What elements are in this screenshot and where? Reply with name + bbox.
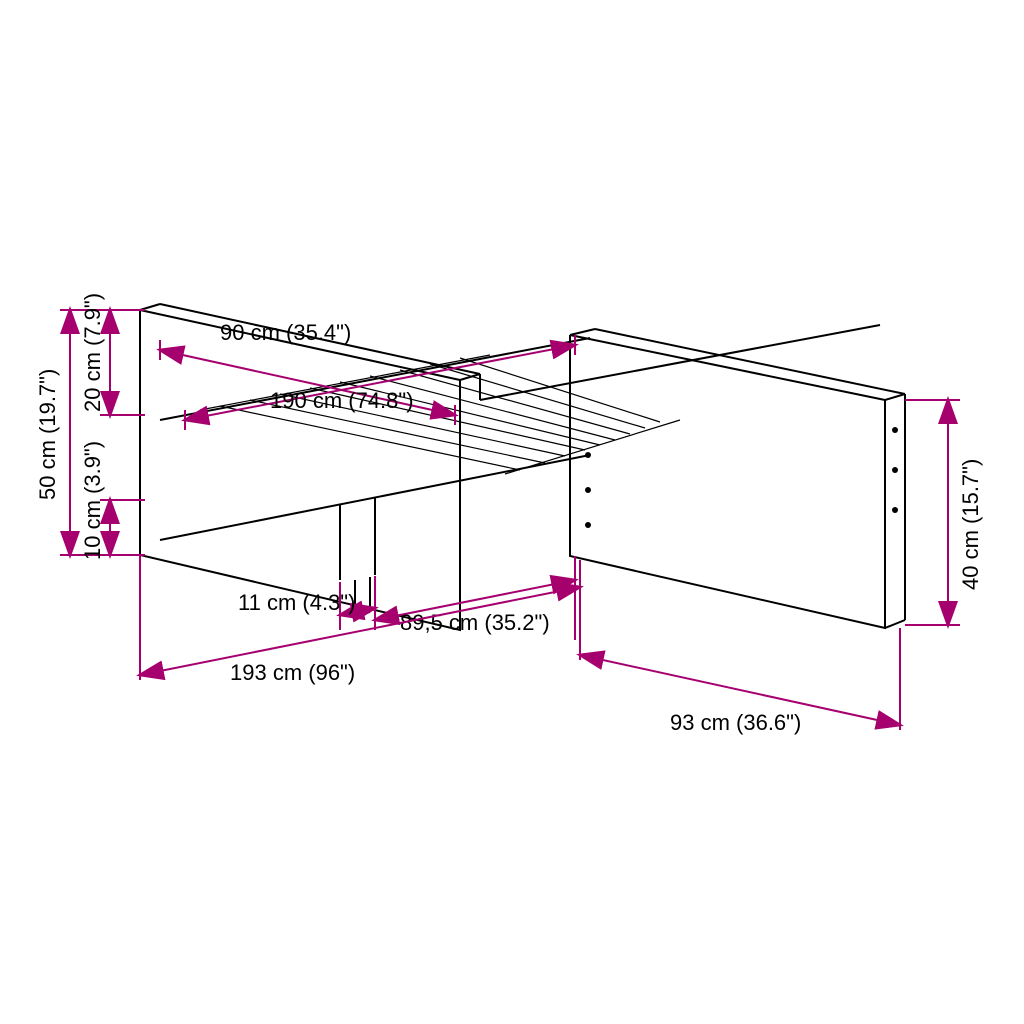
dim-left-heights: 50 cm (19.7") 20 cm (7.9") 10 cm (3.9") (35, 293, 145, 560)
dim-93cm: 93 cm (36.6") (580, 560, 900, 735)
label-11cm: 11 cm (4.3") (238, 590, 355, 615)
label-193cm: 193 cm (96") (230, 660, 355, 685)
label-10cm: 10 cm (3.9") (80, 441, 105, 560)
dimension-diagram: 90 cm (35.4") 190 cm (74.8") 50 cm (19.7… (0, 0, 1024, 1024)
label-20cm: 20 cm (7.9") (80, 293, 105, 412)
label-93cm: 93 cm (36.6") (670, 710, 801, 735)
label-190cm: 190 cm (74.8") (270, 388, 414, 413)
label-895cm: 89,5 cm (35.2") (400, 610, 550, 635)
dim-bottom-left: 11 cm (4.3") 89,5 cm (35.2") 193 cm (96"… (140, 555, 580, 685)
dim-40cm: 40 cm (15.7") (905, 400, 983, 625)
label-90cm: 90 cm (35.4") (220, 320, 351, 345)
slats (200, 355, 680, 474)
label-40cm: 40 cm (15.7") (958, 459, 983, 590)
label-50cm: 50 cm (19.7") (35, 369, 60, 500)
bed-frame-outline (140, 304, 905, 630)
